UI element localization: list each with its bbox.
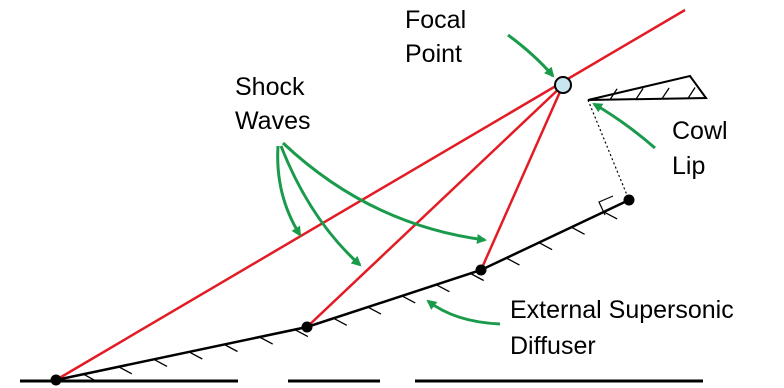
pointer-arrows (276, 33, 656, 326)
label-shock-waves-line-2: Waves (235, 107, 310, 135)
hatch-tick (294, 329, 309, 338)
hatch-tick (223, 343, 238, 353)
hatch-tick (153, 358, 168, 367)
label-focal-point-line-1: Focal (405, 6, 466, 34)
label-shock-waves: Shock Waves (235, 73, 311, 135)
arrow-focal-point (507, 33, 555, 78)
diffuser-surface (55, 198, 630, 382)
shock-wave-second (306, 84, 564, 328)
arrow-shock-primary (276, 145, 302, 237)
label-cowl-lip: Cowl Lip (672, 117, 735, 180)
hatch-tick (571, 226, 585, 235)
right-angle-mark (598, 195, 614, 216)
hatch-tick (259, 336, 274, 345)
label-shock-waves-line-1: Shock (235, 73, 305, 101)
hatch-tick (83, 373, 97, 382)
hatch-tick (470, 272, 485, 282)
arrow-shock-second (279, 145, 362, 267)
arrow-shock-third (281, 141, 487, 244)
leading-edge-dot (50, 374, 62, 386)
arrow-cowl-lip (592, 102, 656, 150)
hatch-tick (118, 366, 133, 375)
cowl-lip-shape (587, 74, 708, 101)
cowl-lip (587, 74, 708, 101)
hatch-tick (635, 88, 644, 100)
hatch-tick (661, 87, 670, 100)
hatch-tick (333, 317, 348, 326)
hatch-tick (367, 306, 382, 315)
ramp-corner-2-dot (475, 264, 487, 276)
ramp-end-dot (623, 194, 635, 206)
label-diffuser-line-2: Diffuser (510, 332, 596, 360)
shock-wave-primary (55, 8, 686, 382)
hatch-tick (687, 87, 696, 99)
label-cowl-lip-line-1: Cowl (672, 117, 728, 145)
label-diffuser-line-1: External Supersonic (510, 296, 734, 324)
hatch-tick (609, 88, 618, 100)
hatch-tick (603, 211, 618, 220)
shock-wave-third (479, 84, 565, 271)
hatch-tick (505, 257, 520, 266)
hatch-tick (188, 351, 203, 360)
label-focal-point-line-2: Point (405, 40, 462, 68)
shock-waves (55, 8, 686, 382)
label-diffuser: External Supersonic Diffuser (510, 296, 741, 360)
arrow-diffuser (426, 299, 501, 326)
ramp-corner-1-dot (301, 321, 313, 333)
hatch-tick (401, 295, 416, 304)
focal-point-marker (554, 76, 572, 94)
ramp-hatching (83, 211, 618, 382)
hatch-tick (538, 242, 553, 251)
cowl-hatching (609, 87, 696, 100)
label-focal-point: Focal Point (405, 6, 473, 68)
throat-dashed-line (587, 99, 630, 201)
label-cowl-lip-line-2: Lip (672, 152, 705, 180)
ramp-surface-line (55, 198, 630, 382)
hatch-tick (435, 284, 450, 293)
